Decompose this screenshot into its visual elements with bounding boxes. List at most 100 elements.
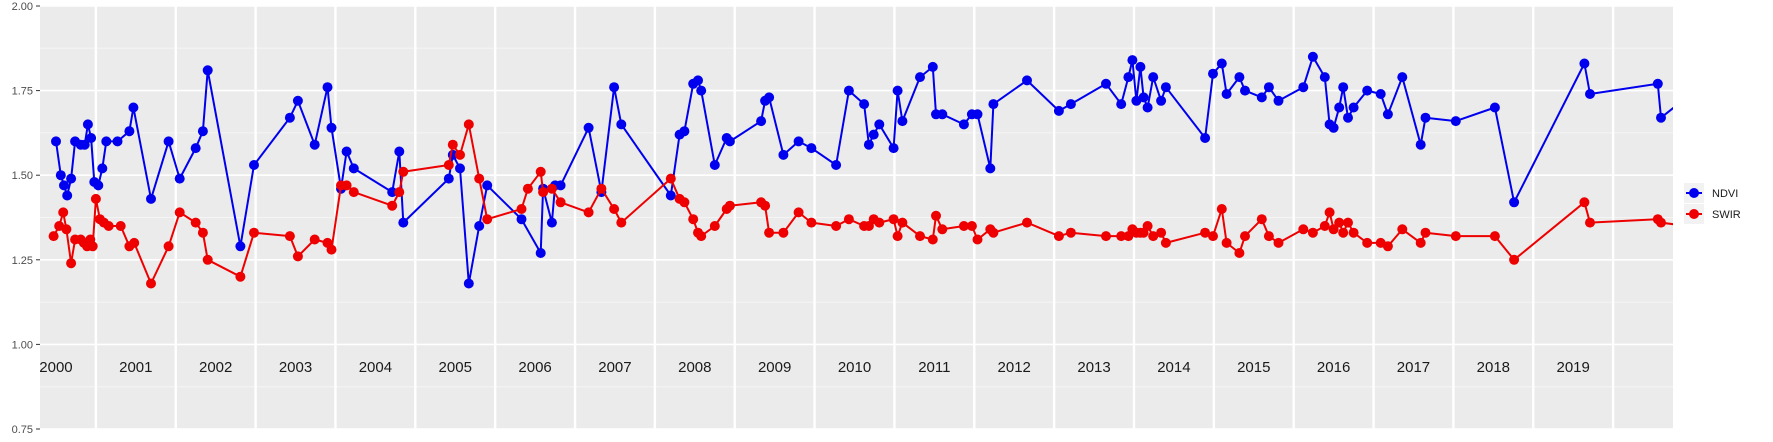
swir-point <box>1273 237 1284 248</box>
swir-point <box>190 217 201 228</box>
swir-point <box>988 227 999 238</box>
ndvi-point <box>892 85 903 96</box>
year-label-2016: 2016 <box>1317 359 1350 376</box>
swir-point <box>583 207 594 218</box>
ndvi-point <box>1200 133 1211 143</box>
ndvi-point <box>1319 72 1330 83</box>
legend-key-point <box>1689 209 1699 219</box>
swir-point <box>1234 248 1245 258</box>
swir-point <box>1382 241 1393 252</box>
ndvi-point <box>59 180 69 191</box>
ndvi-point <box>516 214 527 225</box>
swir-point <box>1415 237 1426 248</box>
y-tick-label: 2.00 <box>12 1 33 13</box>
swir-point <box>463 119 474 130</box>
ndvi-point <box>927 61 938 72</box>
ndvi-point <box>831 160 842 170</box>
ndvi-point <box>756 116 767 127</box>
swir-point <box>1450 231 1461 242</box>
ndvi-point <box>174 173 185 184</box>
swir-point <box>679 197 690 208</box>
swir-point <box>892 231 903 242</box>
ndvi-point <box>326 122 337 133</box>
swir-point <box>129 237 140 248</box>
ndvi-point <box>972 109 983 120</box>
swir-point <box>937 224 948 235</box>
swir-point <box>474 173 485 184</box>
year-label-2008: 2008 <box>678 359 711 376</box>
swir-point <box>874 217 885 228</box>
swir-point <box>1328 224 1339 235</box>
swir-point <box>341 180 352 191</box>
ndvi-point <box>1375 89 1386 99</box>
ndvi-point <box>988 99 999 110</box>
ndvi-point <box>482 180 493 191</box>
ndvi-point <box>696 85 707 96</box>
ndvi-point <box>616 119 627 130</box>
swir-point <box>696 231 707 242</box>
ndvi-point <box>985 163 996 174</box>
ndvi-point <box>1101 78 1111 89</box>
ndvi-point <box>1208 68 1218 79</box>
ndvi-point <box>546 217 557 228</box>
ndvi-point <box>897 116 908 127</box>
swir-point <box>1208 231 1218 242</box>
swir-point <box>1319 221 1330 231</box>
swir-point <box>146 278 156 289</box>
year-label-2001: 2001 <box>119 359 152 376</box>
ndvi-point <box>1343 112 1353 123</box>
ndvi-point <box>82 119 93 130</box>
swir-point <box>843 214 854 225</box>
y-tick-label: 1.50 <box>12 170 33 182</box>
year-label-2006: 2006 <box>518 359 551 376</box>
swir-point <box>688 214 699 225</box>
ndvi-point <box>724 136 735 147</box>
ndvi-point <box>249 160 259 170</box>
ndvi-point <box>793 136 804 147</box>
series-swir <box>48 119 1673 289</box>
ndvi-point <box>1397 72 1408 83</box>
ndvi-point <box>1148 72 1159 83</box>
swir-point <box>197 227 208 238</box>
year-label-2002: 2002 <box>199 359 232 376</box>
ndvi-point <box>146 193 156 204</box>
ndvi-point <box>66 173 77 184</box>
swir-point <box>66 258 77 269</box>
ndvi-point <box>859 99 870 110</box>
swir-point <box>348 187 359 198</box>
swir-point <box>888 214 899 225</box>
ndvi-point <box>888 143 899 154</box>
swir-point <box>1348 227 1359 238</box>
ndvi-point <box>1585 89 1595 99</box>
legend-item-ndvi: NDVI <box>1684 183 1738 203</box>
swir-point <box>1240 231 1250 242</box>
legend: NDVI SWIR <box>1684 183 1741 224</box>
ndvi-point <box>322 82 333 93</box>
ndvi-point <box>1682 92 1692 102</box>
swir-point <box>292 251 303 262</box>
swir-point <box>1307 227 1318 238</box>
year-label-2012: 2012 <box>998 359 1031 376</box>
legend-label-swir: SWIR <box>1712 209 1741 221</box>
year-label-2007: 2007 <box>598 359 631 376</box>
swir-point <box>398 166 409 177</box>
swir-point <box>1509 254 1520 265</box>
swir-point <box>1362 237 1373 248</box>
swir-point <box>1585 217 1595 228</box>
ndvi-point <box>1509 197 1520 208</box>
swir-point <box>764 227 775 238</box>
ndvi-point <box>474 221 485 231</box>
swir-point <box>897 217 908 228</box>
swir-point <box>174 207 185 218</box>
swir-point <box>665 173 676 184</box>
ndvi-point <box>1328 122 1339 133</box>
swir-point <box>48 231 59 242</box>
swir-point <box>387 200 398 211</box>
ndvi-point <box>235 241 246 252</box>
swir-point <box>447 139 458 150</box>
swir-point <box>1116 231 1127 242</box>
ndvi-point <box>1127 55 1138 66</box>
swir-point <box>249 227 259 238</box>
ndvi-point <box>806 143 817 154</box>
